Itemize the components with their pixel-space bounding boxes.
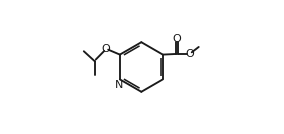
Text: N: N bbox=[115, 80, 123, 90]
Text: O: O bbox=[185, 49, 194, 59]
Text: O: O bbox=[101, 44, 110, 54]
Text: O: O bbox=[172, 34, 181, 44]
